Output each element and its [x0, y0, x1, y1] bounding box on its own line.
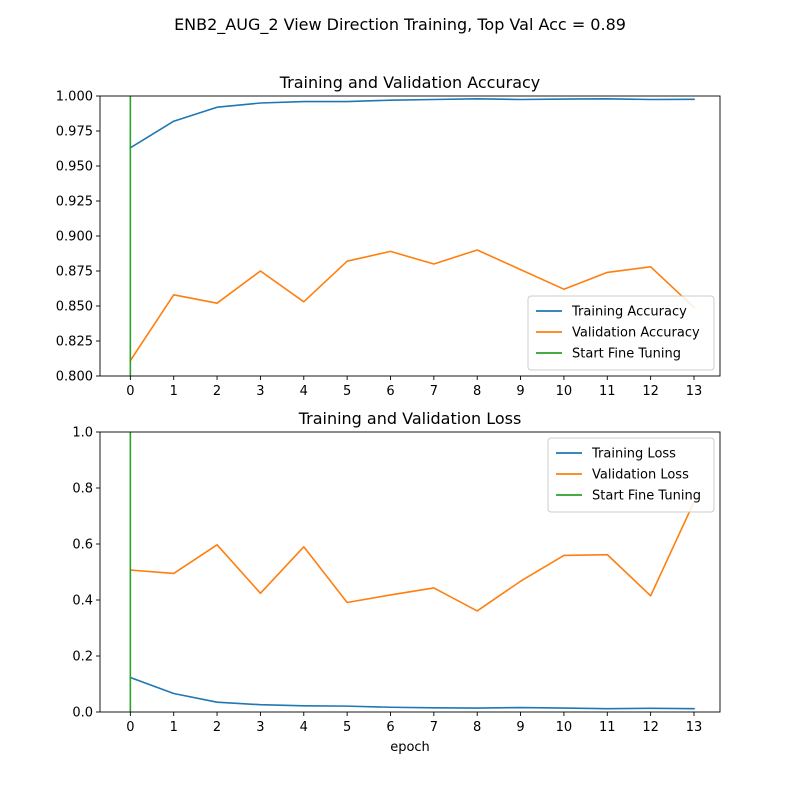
training-loss-line [129, 676, 695, 710]
accuracy-y-tick-label: 1.000 [56, 90, 93, 105]
loss-legend: Training Loss Validation Loss Start Fine T… [547, 437, 715, 513]
accuracy-x-tick-label: 8 [473, 384, 481, 399]
loss-x-tick-label: 0 [126, 720, 134, 735]
accuracy-legend: Training Accuracy Validation Accuracy Star… [527, 295, 715, 371]
accuracy-y-tick-label: 0.850 [56, 300, 93, 315]
loss-x-tick-label: 2 [213, 720, 221, 735]
loss-axes-frame [99, 431, 721, 713]
loss-y-tick-label: 0.2 [72, 650, 93, 665]
accuracy-x-tick-label: 1 [170, 384, 178, 399]
accuracy-x-tick-label: 2 [213, 384, 221, 399]
training-accuracy-line [129, 98, 695, 149]
accuracy-x-tick-label: 10 [556, 384, 573, 399]
accuracy-x-tick-label: 7 [430, 384, 438, 399]
loss-y-tick-label: 0.6 [72, 538, 93, 553]
loss-x-tick-label: 3 [256, 720, 264, 735]
accuracy-x-tick-label: 11 [599, 384, 616, 399]
accuracy-x-tick-label: 0 [126, 384, 134, 399]
validation-loss-legend-label: Validation Loss [592, 468, 689, 483]
loss-x-tick-label: 5 [343, 720, 351, 735]
validation-accuracy-line [129, 249, 696, 362]
validation-accuracy-legend-label: Validation Accuracy [572, 326, 700, 341]
validation-loss-line [129, 500, 696, 612]
training-loss-legend-label: Training Loss [591, 447, 676, 462]
accuracy-y-tick-label: 0.825 [56, 335, 93, 350]
accuracy-y-tick-label: 0.925 [56, 195, 93, 210]
accuracy-x-tick-label: 9 [516, 384, 524, 399]
start-fine-tuning-legend-label: Start Fine Tuning [572, 347, 681, 362]
loss-x-tick-label: 9 [516, 720, 524, 735]
loss-x-tick-label: 13 [686, 720, 703, 735]
loss-y-tick-label: 0.4 [72, 594, 93, 609]
loss-x-tick-label: 11 [599, 720, 616, 735]
loss-x-axis-label: epoch [390, 740, 430, 755]
loss-x-tick-label: 4 [300, 720, 308, 735]
loss-y-tick-label: 1.0 [72, 426, 93, 441]
loss-x-tick-label: 7 [430, 720, 438, 735]
loss-legend-box [547, 437, 715, 513]
loss-x-tick-label: 10 [556, 720, 573, 735]
accuracy-legend-box [527, 295, 715, 371]
training-accuracy-legend-label: Training Accuracy [571, 305, 687, 320]
accuracy-y-tick-label: 0.800 [56, 370, 93, 385]
accuracy-x-tick-label: 3 [256, 384, 264, 399]
accuracy-x-tick-label: 4 [300, 384, 308, 399]
loss-x-tick-label: 6 [386, 720, 394, 735]
accuracy-y-tick-label: 0.950 [56, 160, 93, 175]
accuracy-plot-area [129, 96, 696, 376]
figure-suptitle: ENB2_AUG_2 View Direction Training, Top … [174, 15, 626, 35]
loss-x-tick-label: 1 [170, 720, 178, 735]
accuracy-x-tick-label: 6 [386, 384, 394, 399]
accuracy-y-tick-label: 0.875 [56, 265, 93, 280]
accuracy-y-tick-label: 0.900 [56, 230, 93, 245]
loss-y-tick-label: 0.0 [72, 706, 93, 721]
accuracy-chart-title: Training and Validation Accuracy [279, 73, 541, 92]
loss-x-tick-label: 12 [642, 720, 659, 735]
accuracy-x-tick-label: 13 [686, 384, 703, 399]
loss-y-tick-label: 0.8 [72, 482, 93, 497]
start-fine-tuning-legend-label: Start Fine Tuning [592, 489, 701, 504]
loss-x-tick-label: 8 [473, 720, 481, 735]
loss-chart-title: Training and Validation Loss [298, 409, 522, 428]
loss-plot-area [129, 432, 696, 712]
accuracy-y-tick-label: 0.975 [56, 125, 93, 140]
accuracy-x-tick-label: 12 [642, 384, 659, 399]
accuracy-x-tick-label: 5 [343, 384, 351, 399]
